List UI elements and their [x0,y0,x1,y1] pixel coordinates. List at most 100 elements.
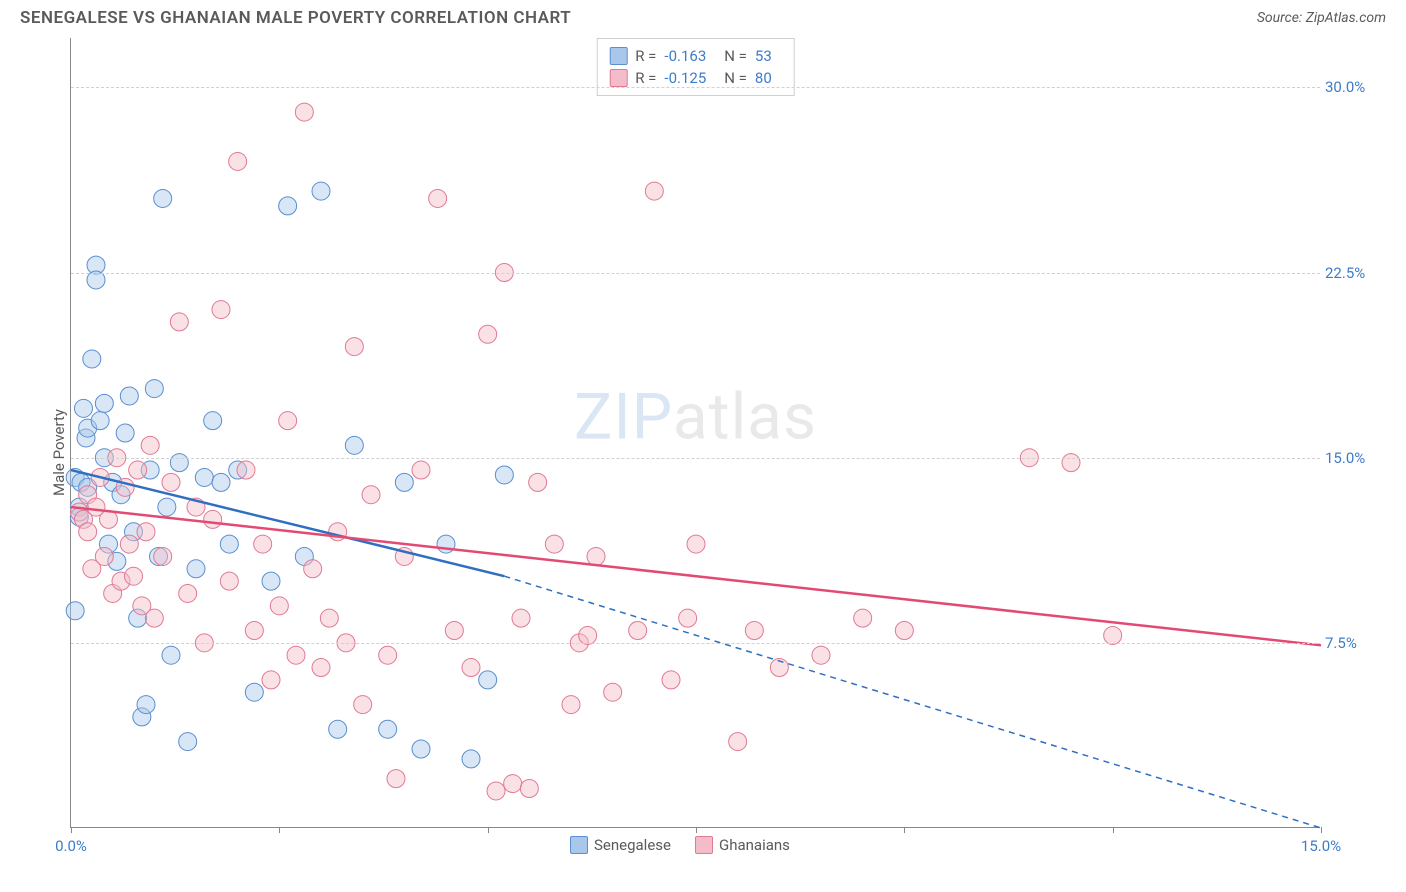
scatter-point [79,523,97,541]
chart-title: SENEGALESE VS GHANAIAN MALE POVERTY CORR… [20,8,571,28]
source-prefix: Source: [1257,10,1306,26]
scatter-point [75,399,93,417]
scatter-point [145,380,163,398]
scatter-point [687,535,705,553]
scatter-point [125,567,143,585]
scatter-point [83,350,101,368]
scatter-point [487,782,505,800]
legend-r-label: R = [635,67,656,89]
scatter-point [204,510,222,528]
scatter-point [320,609,338,627]
scatter-point [141,436,159,454]
scatter-point [304,560,322,578]
x-tick [488,827,489,833]
scatter-point [158,498,176,516]
scatter-point [295,103,313,121]
plot-svg [71,38,1321,828]
scatter-point [395,473,413,491]
scatter-point [170,313,188,331]
scatter-point [212,473,230,491]
legend-r-value: -0.125 [664,67,706,89]
scatter-point [479,325,497,343]
scatter-point [579,626,597,644]
scatter-point [895,622,913,640]
scatter-point [170,454,188,472]
scatter-point [66,602,84,620]
scatter-point [120,535,138,553]
x-tick [71,827,72,833]
scatter-point [95,394,113,412]
chart-container: ZIPatlas R = -0.163N = 53R = -0.125N = 8… [20,32,1386,862]
scatter-point [212,301,230,319]
scatter-point [312,659,330,677]
scatter-point [262,572,280,590]
scatter-point [1104,626,1122,644]
scatter-point [179,733,197,751]
x-tick [1113,827,1114,833]
scatter-point [445,622,463,640]
scatter-point [254,535,272,553]
legend-swatch [570,836,588,854]
scatter-point [204,412,222,430]
y-tick-label: 30.0% [1325,78,1380,96]
scatter-point [129,461,147,479]
scatter-point [520,780,538,798]
scatter-point [387,770,405,788]
scatter-point [279,412,297,430]
scatter-point [312,182,330,200]
scatter-point [162,473,180,491]
scatter-point [220,572,238,590]
scatter-point [354,696,372,714]
x-tick-label: 0.0% [55,837,87,855]
scatter-point [162,646,180,664]
y-tick-label: 15.0% [1325,449,1380,467]
scatter-point [587,547,605,565]
scatter-point [270,597,288,615]
scatter-point [429,189,447,207]
scatter-point [187,560,205,578]
scatter-point [604,683,622,701]
chart-source: Source: ZipAtlas.com [1257,10,1386,26]
chart-header: SENEGALESE VS GHANAIAN MALE POVERTY CORR… [0,0,1406,32]
legend-correlation-row: R = -0.125N = 80 [609,67,782,89]
scatter-point [229,152,247,170]
legend-series-label: Senegalese [594,836,671,854]
scatter-point [245,683,263,701]
scatter-point [179,584,197,602]
scatter-point [1062,454,1080,472]
scatter-point [479,671,497,689]
scatter-point [154,189,172,207]
scatter-point [237,461,255,479]
scatter-point [87,271,105,289]
legend-r-label: R = [635,45,656,67]
scatter-point [362,486,380,504]
scatter-point [462,750,480,768]
y-axis-label: Male Poverty [50,409,68,496]
scatter-point [154,547,172,565]
legend-series-label: Ghanaians [719,836,790,854]
scatter-point [729,733,747,751]
legend-swatch [695,836,713,854]
legend-n-value: 80 [755,67,772,89]
legend-r-value: -0.163 [664,45,706,67]
scatter-point [645,182,663,200]
scatter-point [91,412,109,430]
trend-line-extrapolated [504,576,1321,828]
scatter-point [262,671,280,689]
scatter-point [745,622,763,640]
scatter-point [545,535,563,553]
scatter-point [812,646,830,664]
gridline [71,87,1320,88]
scatter-point [345,436,363,454]
scatter-point [679,609,697,627]
scatter-point [379,646,397,664]
scatter-point [495,466,513,484]
scatter-point [529,473,547,491]
scatter-point [120,387,138,405]
x-tick [1321,827,1322,833]
legend-correlation-row: R = -0.163N = 53 [609,45,782,67]
scatter-point [512,609,530,627]
gridline [71,273,1320,274]
scatter-point [504,775,522,793]
scatter-point [145,609,163,627]
